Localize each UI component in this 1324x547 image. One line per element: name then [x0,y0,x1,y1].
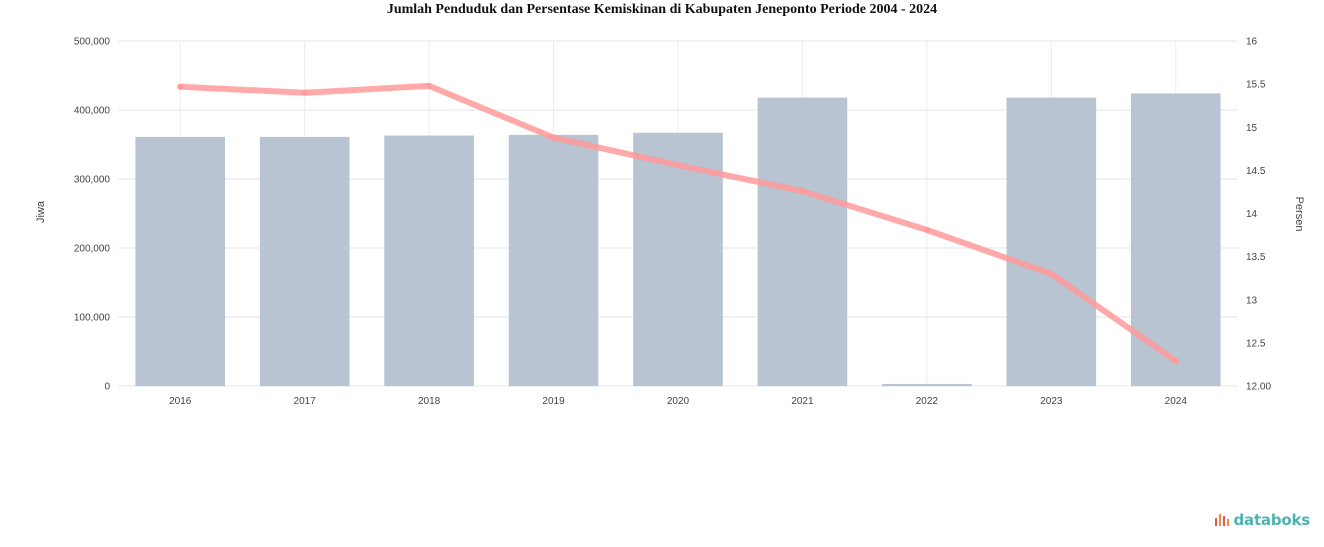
bar [757,97,848,386]
y-axis-label: Jiwa [35,200,47,223]
y2-tick-label: 14 [1246,209,1258,220]
y-tick-label: 0 [104,382,110,393]
line-point [675,162,681,169]
x-tick-label: 2020 [667,396,690,407]
y2-tick-label: 12.5 [1246,338,1266,349]
x-tick-label: 2023 [1040,396,1063,407]
chart-title: Jumlah Penduduk dan Persentase Kemiskina… [386,2,938,17]
x-tick-label: 2017 [294,396,317,407]
y-tick-label: 400,000 [74,106,111,117]
y2-tick-label: 13.5 [1246,252,1266,263]
x-tick-label: 2024 [1165,396,1188,407]
line-series [177,82,1179,364]
bar [508,134,599,386]
line-point [177,83,184,90]
y-axis-left: 0 100,000 200,000 300,000 400,000 500,000 [74,37,111,393]
y-tick-label: 500,000 [74,37,111,48]
bar-series [135,93,1221,386]
x-axis: 2016 2017 2018 2019 2020 2021 2022 2023 2024 [169,396,1187,407]
y2-axis-label: Persen [1293,197,1305,232]
line-point [301,89,308,96]
y2-tick-label: 13 [1246,295,1258,306]
x-tick-label: 2018 [418,396,441,407]
x-tick-label: 2022 [916,396,939,407]
bar [633,132,723,386]
y-tick-label: 100,000 [74,313,111,324]
line-point [1048,270,1055,277]
bar [882,383,972,386]
bar [384,135,474,386]
x-tick-label: 2021 [791,396,814,407]
line-point [426,82,433,89]
y-tick-label: 300,000 [74,175,111,186]
bar [135,136,226,386]
y2-tick-label: 15.5 [1246,80,1266,91]
y-axis-right: 12.00 12.5 13 13.5 14 14.5 15 15.5 16 [1246,37,1271,393]
y-tick-label: 200,000 [74,244,111,255]
line-point [799,188,806,195]
y2-tick-label: 12.00 [1246,382,1271,393]
y2-tick-label: 14.5 [1246,166,1266,177]
databoks-logo-icon [1214,514,1229,526]
bar [1006,97,1097,386]
line-point [1172,357,1179,364]
y2-tick-label: 16 [1246,37,1258,48]
line-point [923,226,930,233]
line-point [550,134,557,141]
x-tick-label: 2016 [169,396,192,407]
bar [259,136,350,386]
x-tick-label: 2019 [542,396,565,407]
databoks-logo: databoks [1214,511,1311,529]
y2-tick-label: 15 [1246,123,1258,134]
brand-name: databoks [1233,511,1311,529]
